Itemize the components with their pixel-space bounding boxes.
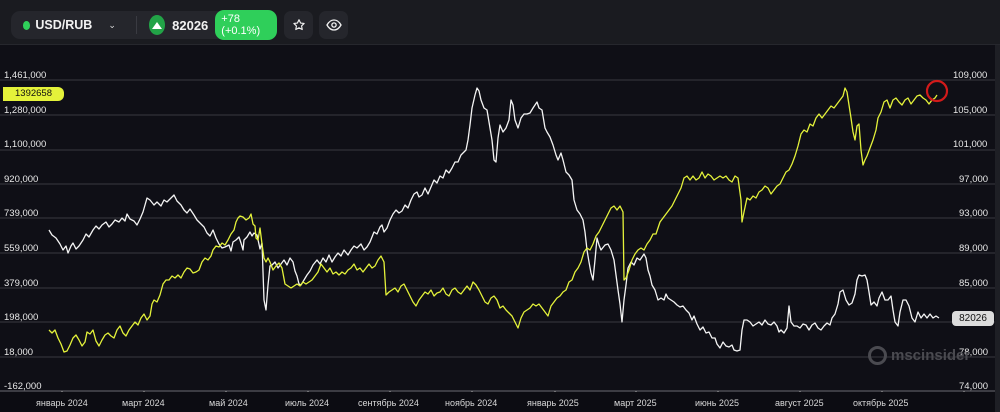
y-left-tick: 1,280,000 [4, 105, 47, 116]
star-icon [292, 19, 305, 31]
symbol-name[interactable]: USD/RUB [35, 18, 93, 32]
y-right-tick: 85,000 [959, 278, 989, 289]
chevron-down-icon[interactable]: ⌄ [108, 19, 116, 30]
live-status-dot [23, 20, 31, 30]
triangle-up-icon [148, 15, 166, 35]
y-right-tick: 93,000 [959, 208, 989, 219]
y-right-tick: 89,000 [959, 243, 989, 254]
current-price: 82026 [172, 17, 209, 33]
highlight-circle [925, 79, 949, 103]
symbol-pill: USD/RUB ⌄ 82026 +78 (+0.1%) [11, 10, 278, 40]
watermark: mscinsider [868, 346, 970, 365]
change-badge: +78 (+0.1%) [215, 10, 278, 40]
x-tick-label: сентябрь 2024 [358, 398, 419, 408]
x-tick-label: август 2025 [775, 398, 824, 408]
y-right-tick: 101,000 [953, 139, 988, 150]
x-tick-label: июнь 2025 [695, 398, 739, 408]
chart-right-border [995, 45, 1000, 412]
x-axis-strip [0, 392, 1000, 412]
yellow-series-line [48, 87, 938, 353]
watch-button[interactable] [319, 11, 348, 39]
x-tick-label: январь 2024 [36, 398, 88, 408]
x-tick-label: ноябрь 2024 [445, 398, 498, 408]
y-right-tick: 109,000 [953, 70, 988, 81]
y-right-tick: 105,000 [953, 105, 988, 116]
x-tick-label: март 2024 [122, 398, 165, 408]
favorite-button[interactable] [284, 11, 313, 39]
y-left-tick: 739,000 [4, 208, 39, 219]
x-tick-label: май 2024 [209, 398, 248, 408]
y-left-tick: 198,000 [4, 312, 39, 323]
watermark-text: mscinsider [891, 347, 971, 364]
left-current-value-badge: 1392658 [3, 87, 64, 101]
x-tick-label: январь 2025 [527, 398, 579, 408]
x-tick-label: июль 2024 [285, 398, 330, 408]
divider [135, 16, 137, 34]
y-left-tick: 379,000 [4, 278, 39, 289]
y-right-tick: 74,000 [959, 381, 989, 392]
white-series-line [48, 87, 940, 352]
y-left-tick: 18,000 [4, 347, 34, 358]
mscinsider-logo-icon [868, 346, 887, 365]
y-left-tick: 1,100,000 [4, 139, 47, 150]
eye-icon [325, 19, 342, 31]
y-right-tick: 97,000 [959, 174, 989, 185]
y-left-tick: 1,461,000 [4, 70, 47, 81]
y-right-tick: 78,000 [959, 347, 989, 358]
y-left-tick: 559,000 [4, 243, 39, 254]
x-tick-label: октябрь 2025 [853, 398, 909, 408]
toolbar: USD/RUB ⌄ 82026 +78 (+0.1%) [0, 0, 1000, 45]
y-left-tick: 920,000 [4, 174, 39, 185]
x-tick-label: март 2025 [614, 398, 657, 408]
y-left-tick: -162,000 [4, 381, 42, 392]
right-current-value-badge: 82026 [952, 311, 994, 326]
gridlines [0, 79, 995, 392]
